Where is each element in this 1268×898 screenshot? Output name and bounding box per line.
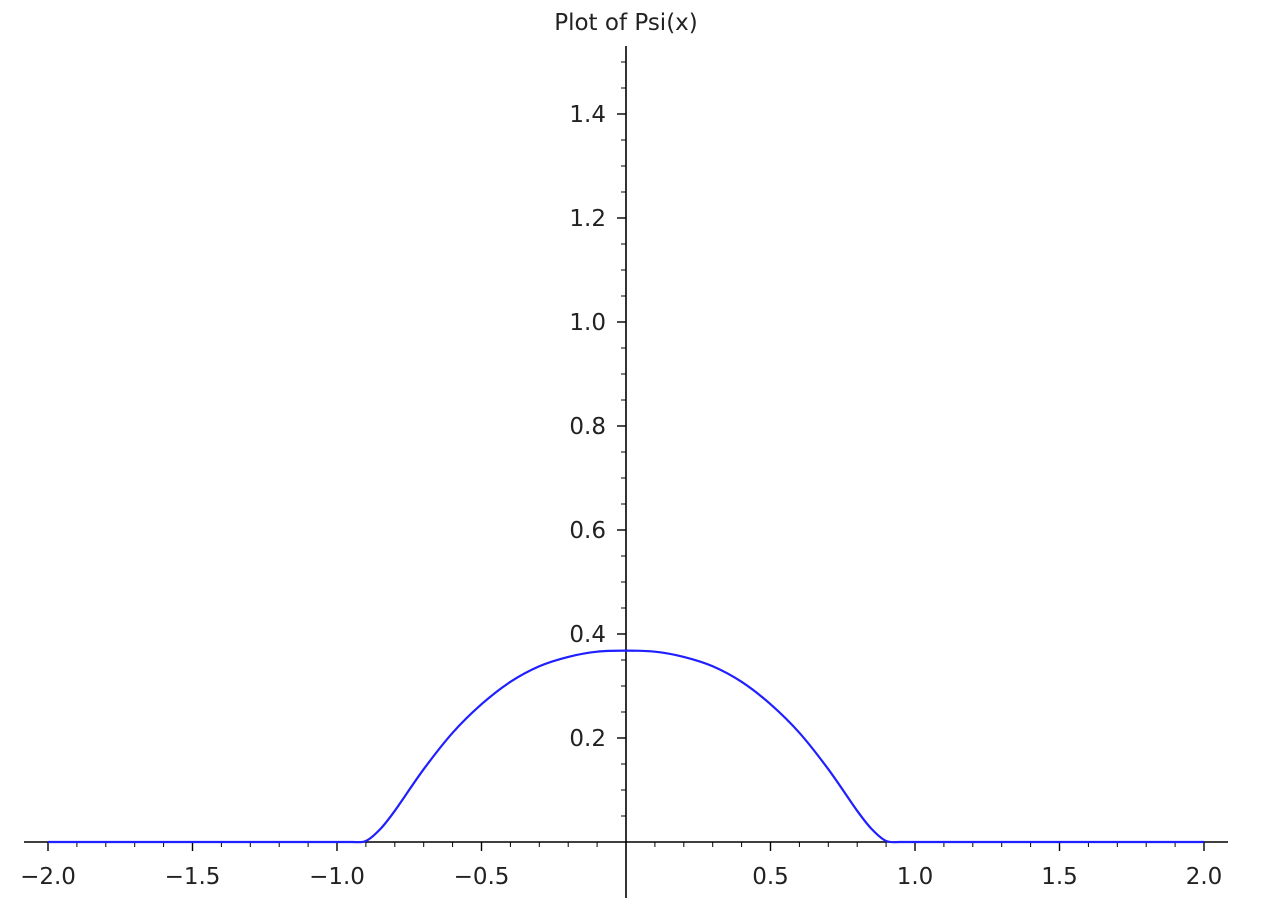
- y-axis-ticks: 0.2 0.4 0.6 0.8 1.0 1.2 1.4: [569, 61, 626, 817]
- x-tick-label: 0.5: [752, 864, 789, 890]
- y-tick-label: 0.6: [569, 518, 606, 544]
- y-tick-label: 1.4: [569, 102, 606, 128]
- x-tick-label: 1.0: [897, 864, 934, 890]
- x-tick-label: −0.5: [454, 864, 510, 890]
- x-axis-ticks: −2.0 −1.5 −1.0 −0.5 0.5 1.0 1.5 2.0: [20, 842, 1222, 890]
- y-tick-label: 1.2: [569, 206, 606, 232]
- y-tick-label: 0.8: [569, 414, 606, 440]
- series-group: [47, 649, 1204, 844]
- y-tick-label: 1.0: [569, 310, 606, 336]
- x-tick-label: 2.0: [1186, 864, 1223, 890]
- x-tick-label: −1.0: [309, 864, 365, 890]
- series-line: [47, 649, 1204, 844]
- x-tick-label: −2.0: [20, 864, 76, 890]
- x-tick-label: 1.5: [1041, 864, 1078, 890]
- chart-title: Plot of Psi(x): [554, 10, 698, 36]
- axes: [24, 46, 1228, 898]
- y-tick-label: 0.2: [569, 726, 606, 752]
- x-tick-label: −1.5: [165, 864, 221, 890]
- y-tick-label: 0.4: [569, 622, 606, 648]
